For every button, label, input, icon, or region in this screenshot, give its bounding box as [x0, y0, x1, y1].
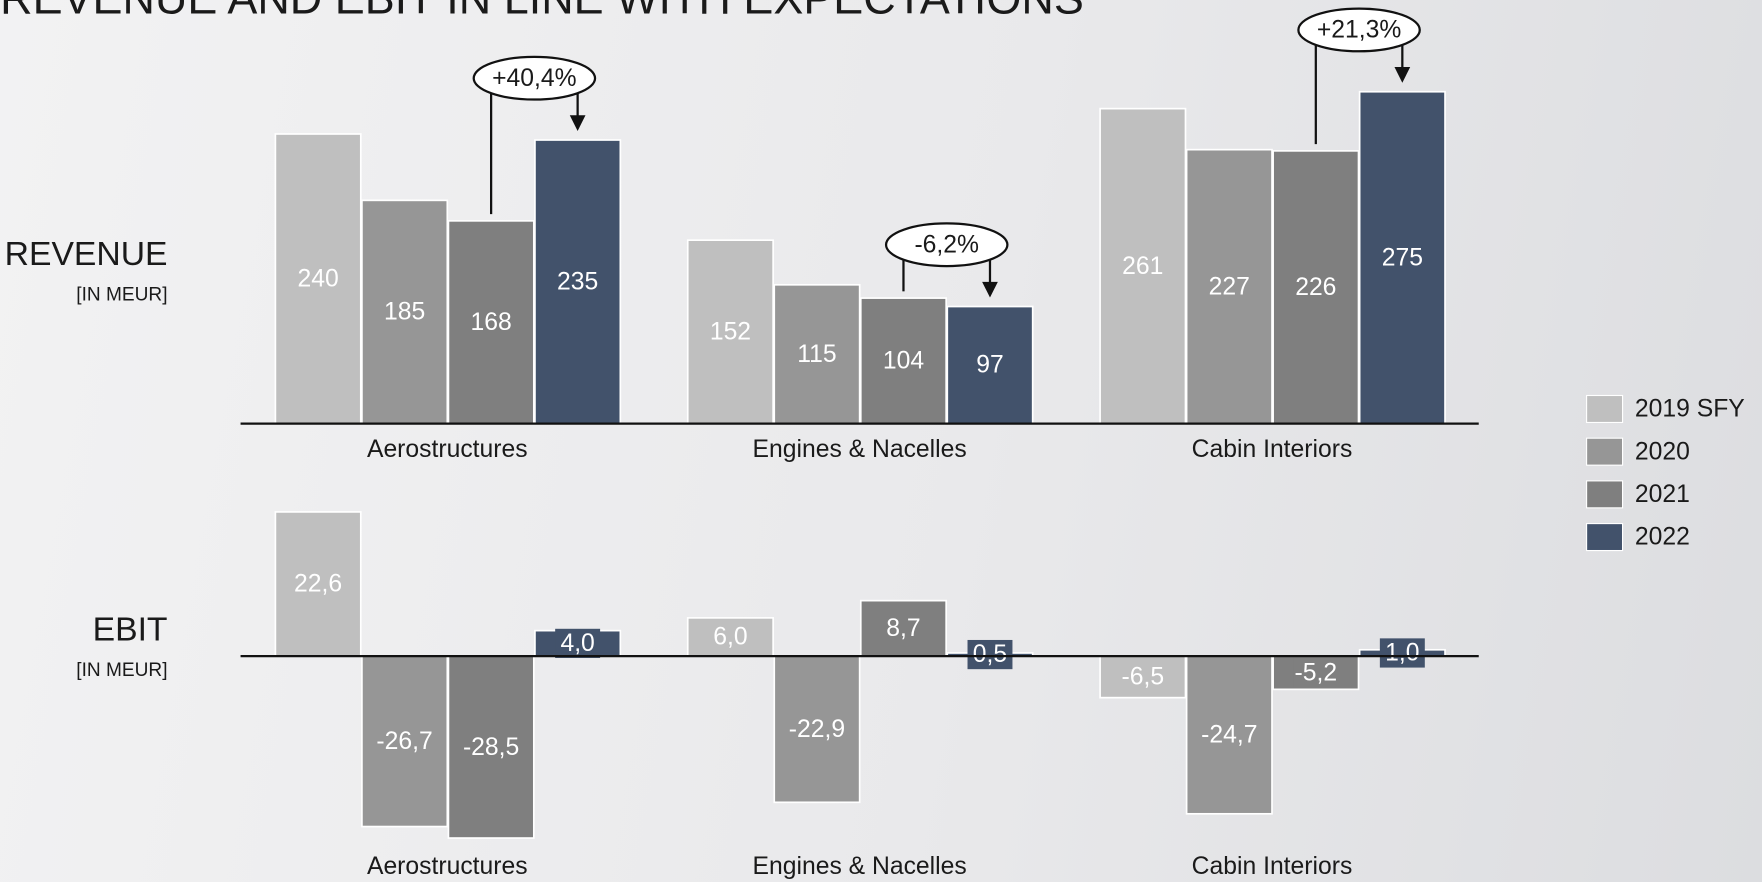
axis-unit: [IN MEUR] — [76, 285, 167, 306]
legend-swatch — [1586, 480, 1624, 509]
bar — [274, 511, 362, 658]
x-tick-label: Aerostructures — [367, 853, 528, 880]
bar — [1099, 655, 1187, 699]
bar — [1099, 107, 1187, 425]
bar — [447, 655, 535, 839]
legend-swatch — [1586, 437, 1624, 466]
legend-swatch — [1586, 523, 1624, 552]
annotation: -6,2% — [914, 231, 979, 258]
value-label: -6,5 — [1122, 664, 1165, 691]
value-label-box — [1293, 658, 1339, 688]
axis-unit: [IN MEUR] — [76, 660, 167, 681]
annotation-arrow — [982, 281, 998, 298]
bar — [361, 199, 449, 425]
axis-title: EBIT — [93, 610, 168, 648]
x-tick-label: Cabin Interiors — [1192, 436, 1353, 463]
annotation-bubble — [472, 55, 597, 101]
value-label: 152 — [710, 319, 751, 346]
value-label: 104 — [883, 347, 924, 374]
legend-swatch — [1586, 394, 1624, 424]
bar — [946, 305, 1034, 425]
value-label: 185 — [384, 299, 425, 326]
annotation-arrow — [1394, 67, 1411, 83]
value-label: 275 — [1382, 244, 1423, 271]
value-label: -28,5 — [463, 734, 519, 761]
value-label: -5,2 — [1295, 659, 1338, 686]
bar — [1185, 148, 1273, 425]
value-label-box — [1379, 638, 1425, 668]
value-label: -22,9 — [789, 716, 845, 743]
bar — [1358, 90, 1446, 425]
value-label-box — [555, 628, 601, 659]
page-title: REVENUE AND EBIT IN LINE WITH EXPECTATIO… — [0, 0, 1084, 23]
bar — [534, 139, 622, 425]
value-label: -24,7 — [1201, 722, 1257, 749]
bar — [686, 617, 774, 658]
axis-title: REVENUE — [5, 235, 168, 273]
annotation-arrow — [569, 115, 586, 132]
annotation-bubble — [1297, 7, 1421, 53]
x-tick-label: Aerostructures — [367, 436, 528, 463]
x-tick-label: Cabin Interiors — [1192, 853, 1353, 880]
bar — [859, 297, 948, 425]
annotation-bubble — [884, 222, 1009, 268]
x-tick-label: Engines & Nacelles — [753, 853, 967, 880]
value-label: 235 — [557, 268, 598, 295]
legend-label: 2019 SFY — [1635, 396, 1745, 423]
annotation: +40,4% — [492, 65, 577, 92]
value-label: 4,0 — [560, 630, 594, 657]
value-label: 6,0 — [713, 624, 747, 651]
value-label: 22,6 — [294, 571, 342, 598]
value-label: -26,7 — [376, 728, 432, 755]
bar — [274, 133, 362, 425]
legend-label: 2022 — [1635, 524, 1690, 551]
value-label: 8,7 — [886, 615, 920, 642]
bar — [859, 599, 948, 658]
value-label: 226 — [1295, 274, 1336, 301]
value-label: 97 — [976, 352, 1003, 379]
bar — [773, 655, 861, 804]
value-label-box — [967, 639, 1013, 670]
value-label: 261 — [1122, 253, 1163, 280]
value-label: 227 — [1209, 273, 1250, 300]
value-label: 240 — [297, 265, 338, 292]
bar — [361, 655, 449, 828]
legend-label: 2020 — [1635, 438, 1690, 465]
value-label: 1,0 — [1385, 640, 1419, 667]
bar — [686, 239, 774, 425]
value-label: 0,5 — [973, 641, 1007, 668]
value-label: 168 — [471, 309, 512, 336]
legend-label: 2021 — [1635, 481, 1690, 508]
x-tick-label: Engines & Nacelles — [753, 436, 967, 463]
annotation: +21,3% — [1317, 17, 1402, 44]
value-label: 115 — [797, 341, 836, 368]
